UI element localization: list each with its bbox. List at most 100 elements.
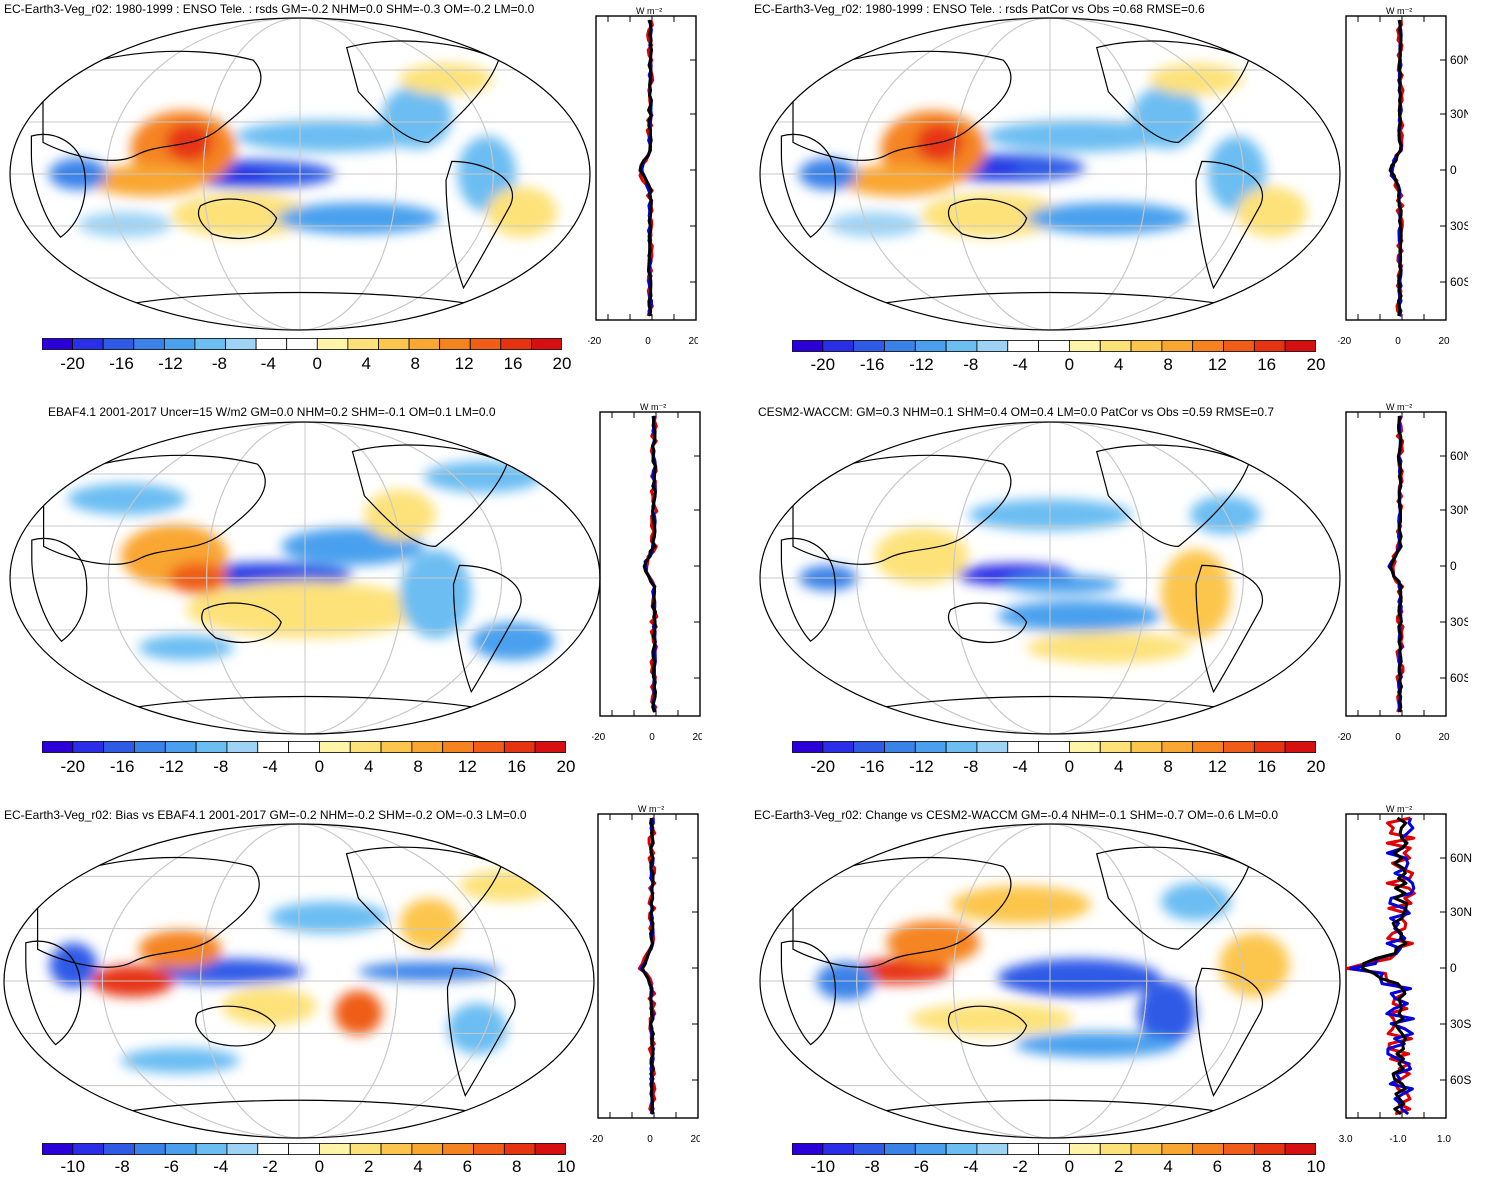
colorbar-swatch bbox=[443, 742, 474, 753]
colorbar-2 bbox=[792, 340, 1316, 352]
colorbar-swatch bbox=[915, 1144, 946, 1155]
colorbar-swatch bbox=[1039, 1144, 1070, 1155]
colorbar-tick-label: -4 bbox=[261, 354, 276, 374]
profile-curve bbox=[1390, 20, 1401, 316]
colorbar-6 bbox=[792, 1143, 1316, 1155]
profile-x-label: -20 bbox=[590, 1134, 604, 1145]
colorbar-swatch bbox=[1131, 742, 1162, 753]
colorbar-tick-label: -2 bbox=[263, 1157, 278, 1177]
colorbar-swatch bbox=[42, 339, 73, 350]
colorbar-tick-label: 0 bbox=[315, 1157, 324, 1177]
colorbar-1 bbox=[42, 338, 562, 350]
colorbar-3 bbox=[42, 741, 566, 753]
profile-x-label: 20 bbox=[1438, 336, 1450, 347]
profile-curve bbox=[640, 20, 652, 316]
colorbar-swatch bbox=[258, 742, 289, 753]
profile-lat-label: 60N bbox=[1450, 53, 1468, 67]
profile-x-label: -20 bbox=[1338, 336, 1352, 347]
colorbar-tick-label: -4 bbox=[1013, 757, 1028, 777]
colorbar-tick-label: -6 bbox=[914, 1157, 929, 1177]
colorbar-tick-label: -20 bbox=[61, 757, 86, 777]
colorbar-swatch bbox=[1254, 1144, 1285, 1155]
colorbar-tick-label: 16 bbox=[1257, 757, 1276, 777]
colorbar-swatch bbox=[103, 339, 134, 350]
colorbar-swatch bbox=[535, 1144, 566, 1155]
colorbar-swatch bbox=[1100, 341, 1131, 352]
colorbar-tick-label: 8 bbox=[413, 757, 422, 777]
field-anomaly-patch bbox=[997, 959, 1161, 997]
map-panel-1 bbox=[8, 16, 592, 332]
profile-lat-label: 30S bbox=[1450, 219, 1468, 233]
colorbar-tick-label: 0 bbox=[313, 354, 322, 374]
colorbar-tick-label: -6 bbox=[164, 1157, 179, 1177]
colorbar-swatch bbox=[319, 1144, 350, 1155]
profile-lat-label: 60S bbox=[1450, 671, 1468, 685]
colorbar-swatch bbox=[1008, 341, 1039, 352]
colorbar-tick-label: 8 bbox=[1163, 757, 1172, 777]
colorbar-tick-label: 12 bbox=[455, 354, 474, 374]
colorbar-tick-label: -4 bbox=[213, 1157, 228, 1177]
field-anomaly-patch bbox=[67, 483, 186, 515]
profile-unit-label: W m⁻² bbox=[640, 402, 666, 412]
profile-x-label: 20 bbox=[1438, 732, 1450, 743]
field-anomaly-patch bbox=[459, 870, 554, 902]
profile-x-label: 0 bbox=[647, 1134, 653, 1145]
colorbar-swatch bbox=[164, 339, 195, 350]
profile-unit-label: W m⁻² bbox=[1386, 402, 1412, 412]
colorbar-swatch bbox=[854, 341, 885, 352]
colorbar-swatch bbox=[1162, 1144, 1193, 1155]
colorbar-tick-label: 4 bbox=[413, 1157, 422, 1177]
field-anomaly-patch bbox=[216, 569, 299, 582]
profile-curve bbox=[1390, 416, 1401, 712]
profile-frame bbox=[1346, 412, 1446, 716]
colorbar-tick-label: -16 bbox=[860, 355, 885, 375]
profile-curve bbox=[643, 818, 654, 1114]
colorbar-swatch bbox=[443, 1144, 474, 1155]
colorbar-tick-label: -16 bbox=[110, 757, 135, 777]
colorbar-swatch bbox=[412, 742, 443, 753]
profile-lat-label: 60S bbox=[1450, 1073, 1471, 1087]
colorbar-4 bbox=[792, 741, 1316, 753]
colorbar-swatch bbox=[1193, 341, 1224, 352]
profile-x-label: -3.0 bbox=[1338, 1134, 1353, 1145]
panel-title-4: CESM2-WACCM: GM=0.3 NHM=0.1 SHM=0.4 OM=0… bbox=[758, 405, 1274, 419]
colorbar-swatch bbox=[470, 339, 501, 350]
colorbar-swatch bbox=[134, 339, 165, 350]
colorbar-tick-label: -8 bbox=[963, 355, 978, 375]
colorbar-swatch bbox=[195, 339, 226, 350]
field-anomaly-patch bbox=[951, 886, 1091, 924]
colorbar-swatch bbox=[1039, 341, 1070, 352]
colorbar-tick-label: 16 bbox=[504, 354, 523, 374]
colorbar-swatch bbox=[535, 742, 566, 753]
colorbar-swatch bbox=[1193, 1144, 1224, 1155]
colorbar-tick-label: -16 bbox=[860, 757, 885, 777]
colorbar-swatch bbox=[854, 1144, 885, 1155]
colorbar-swatch bbox=[134, 742, 165, 753]
colorbar-swatch bbox=[946, 1144, 977, 1155]
field-anomaly-patch bbox=[364, 490, 435, 541]
colorbar-tick-label: 8 bbox=[512, 1157, 521, 1177]
field-anomaly-patch bbox=[1132, 86, 1202, 149]
colorbar-swatch bbox=[319, 742, 350, 753]
colorbar-tick-label: -12 bbox=[158, 354, 183, 374]
colorbar-swatch bbox=[884, 1144, 915, 1155]
profile-lat-label: 0 bbox=[1450, 163, 1457, 177]
colorbar-swatch bbox=[531, 339, 562, 350]
colorbar-swatch bbox=[73, 339, 104, 350]
colorbar-tick-label: -10 bbox=[811, 1157, 836, 1177]
colorbar-tick-label: 0 bbox=[1065, 1157, 1074, 1177]
colorbar-swatch bbox=[42, 742, 73, 753]
colorbar-tick-label: 16 bbox=[507, 757, 526, 777]
colorbar-swatch bbox=[1162, 742, 1193, 753]
profile-unit-label: W m⁻² bbox=[638, 804, 664, 814]
colorbar-swatch bbox=[73, 742, 104, 753]
colorbar-tick-label: 2 bbox=[364, 1157, 373, 1177]
colorbar-swatch bbox=[256, 339, 287, 350]
field-anomaly-patch bbox=[1161, 882, 1231, 920]
